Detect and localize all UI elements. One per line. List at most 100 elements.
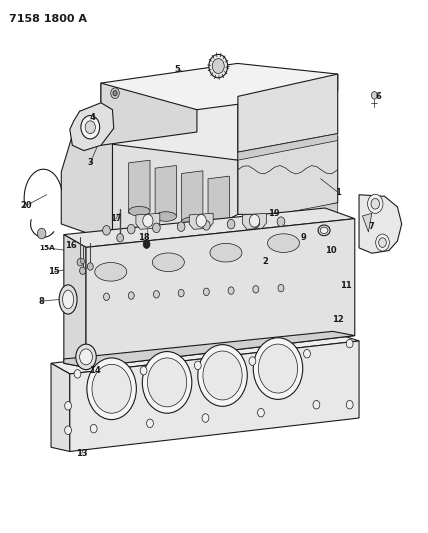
Circle shape xyxy=(103,225,110,235)
Circle shape xyxy=(143,214,153,227)
Text: 4: 4 xyxy=(89,113,95,122)
Ellipse shape xyxy=(208,222,229,232)
Polygon shape xyxy=(51,333,359,374)
Text: 18: 18 xyxy=(138,233,149,242)
Polygon shape xyxy=(64,208,355,247)
Text: 19: 19 xyxy=(268,209,279,218)
Polygon shape xyxy=(155,165,176,219)
Circle shape xyxy=(209,54,228,78)
Ellipse shape xyxy=(129,206,150,216)
Polygon shape xyxy=(64,332,355,368)
Polygon shape xyxy=(238,134,338,160)
Circle shape xyxy=(80,267,86,274)
Polygon shape xyxy=(243,213,267,229)
Polygon shape xyxy=(189,213,213,229)
Text: 16: 16 xyxy=(65,241,77,250)
Circle shape xyxy=(128,224,135,234)
Polygon shape xyxy=(129,160,150,213)
Ellipse shape xyxy=(62,290,74,309)
Circle shape xyxy=(143,352,192,413)
Ellipse shape xyxy=(318,225,330,236)
Circle shape xyxy=(261,214,268,224)
Text: 7158 1800 A: 7158 1800 A xyxy=(9,14,87,24)
Text: 20: 20 xyxy=(21,201,32,210)
Text: 15A: 15A xyxy=(39,245,55,251)
Circle shape xyxy=(143,240,150,248)
Circle shape xyxy=(346,340,353,348)
Circle shape xyxy=(76,344,96,369)
Polygon shape xyxy=(101,63,338,110)
Polygon shape xyxy=(208,176,229,229)
Circle shape xyxy=(228,287,234,294)
Text: 12: 12 xyxy=(332,315,344,324)
Polygon shape xyxy=(113,144,238,237)
Circle shape xyxy=(212,59,224,74)
Circle shape xyxy=(313,400,320,409)
Circle shape xyxy=(203,288,209,295)
Text: 13: 13 xyxy=(76,449,88,458)
Text: 3: 3 xyxy=(87,158,93,167)
Circle shape xyxy=(252,218,260,228)
Circle shape xyxy=(198,345,247,406)
Circle shape xyxy=(368,194,383,213)
Circle shape xyxy=(278,285,284,292)
Circle shape xyxy=(346,400,353,409)
Circle shape xyxy=(128,292,134,300)
Ellipse shape xyxy=(59,285,77,314)
Circle shape xyxy=(253,338,303,399)
Circle shape xyxy=(117,233,124,242)
Circle shape xyxy=(113,91,117,96)
Circle shape xyxy=(250,214,260,227)
Circle shape xyxy=(277,217,285,227)
Polygon shape xyxy=(61,110,113,236)
Circle shape xyxy=(81,116,100,139)
Circle shape xyxy=(376,234,389,251)
Circle shape xyxy=(87,263,93,270)
Circle shape xyxy=(153,290,159,298)
Circle shape xyxy=(85,121,95,134)
Text: 10: 10 xyxy=(326,246,337,255)
Ellipse shape xyxy=(268,234,300,253)
Text: 7: 7 xyxy=(369,222,375,231)
Ellipse shape xyxy=(320,227,328,233)
Polygon shape xyxy=(70,103,114,151)
Circle shape xyxy=(80,259,85,264)
Circle shape xyxy=(37,228,46,239)
Text: 8: 8 xyxy=(39,296,44,305)
Ellipse shape xyxy=(210,244,242,262)
Circle shape xyxy=(140,367,147,375)
Circle shape xyxy=(372,92,377,99)
Polygon shape xyxy=(113,96,338,166)
Circle shape xyxy=(74,369,81,378)
Circle shape xyxy=(227,220,235,229)
Polygon shape xyxy=(95,227,214,251)
Text: 5: 5 xyxy=(175,66,181,74)
Polygon shape xyxy=(86,219,355,368)
Circle shape xyxy=(177,222,185,231)
Text: 2: 2 xyxy=(262,257,268,265)
Circle shape xyxy=(259,344,297,393)
Circle shape xyxy=(379,238,386,247)
Polygon shape xyxy=(181,171,203,224)
Polygon shape xyxy=(363,213,372,232)
Ellipse shape xyxy=(181,217,203,227)
Circle shape xyxy=(65,401,71,410)
Ellipse shape xyxy=(152,253,184,271)
Circle shape xyxy=(104,293,110,301)
Polygon shape xyxy=(359,195,402,253)
Text: 1: 1 xyxy=(335,188,341,197)
Text: 17: 17 xyxy=(110,214,122,223)
Circle shape xyxy=(87,358,137,419)
Text: 14: 14 xyxy=(89,366,101,375)
Circle shape xyxy=(90,424,97,433)
Ellipse shape xyxy=(95,263,127,281)
Text: 15: 15 xyxy=(48,268,60,276)
Polygon shape xyxy=(70,341,359,451)
Text: 9: 9 xyxy=(301,233,306,242)
Circle shape xyxy=(148,358,187,407)
Polygon shape xyxy=(51,364,70,451)
Polygon shape xyxy=(64,235,86,368)
Circle shape xyxy=(178,289,184,297)
Text: 11: 11 xyxy=(340,280,352,289)
Circle shape xyxy=(371,198,380,209)
